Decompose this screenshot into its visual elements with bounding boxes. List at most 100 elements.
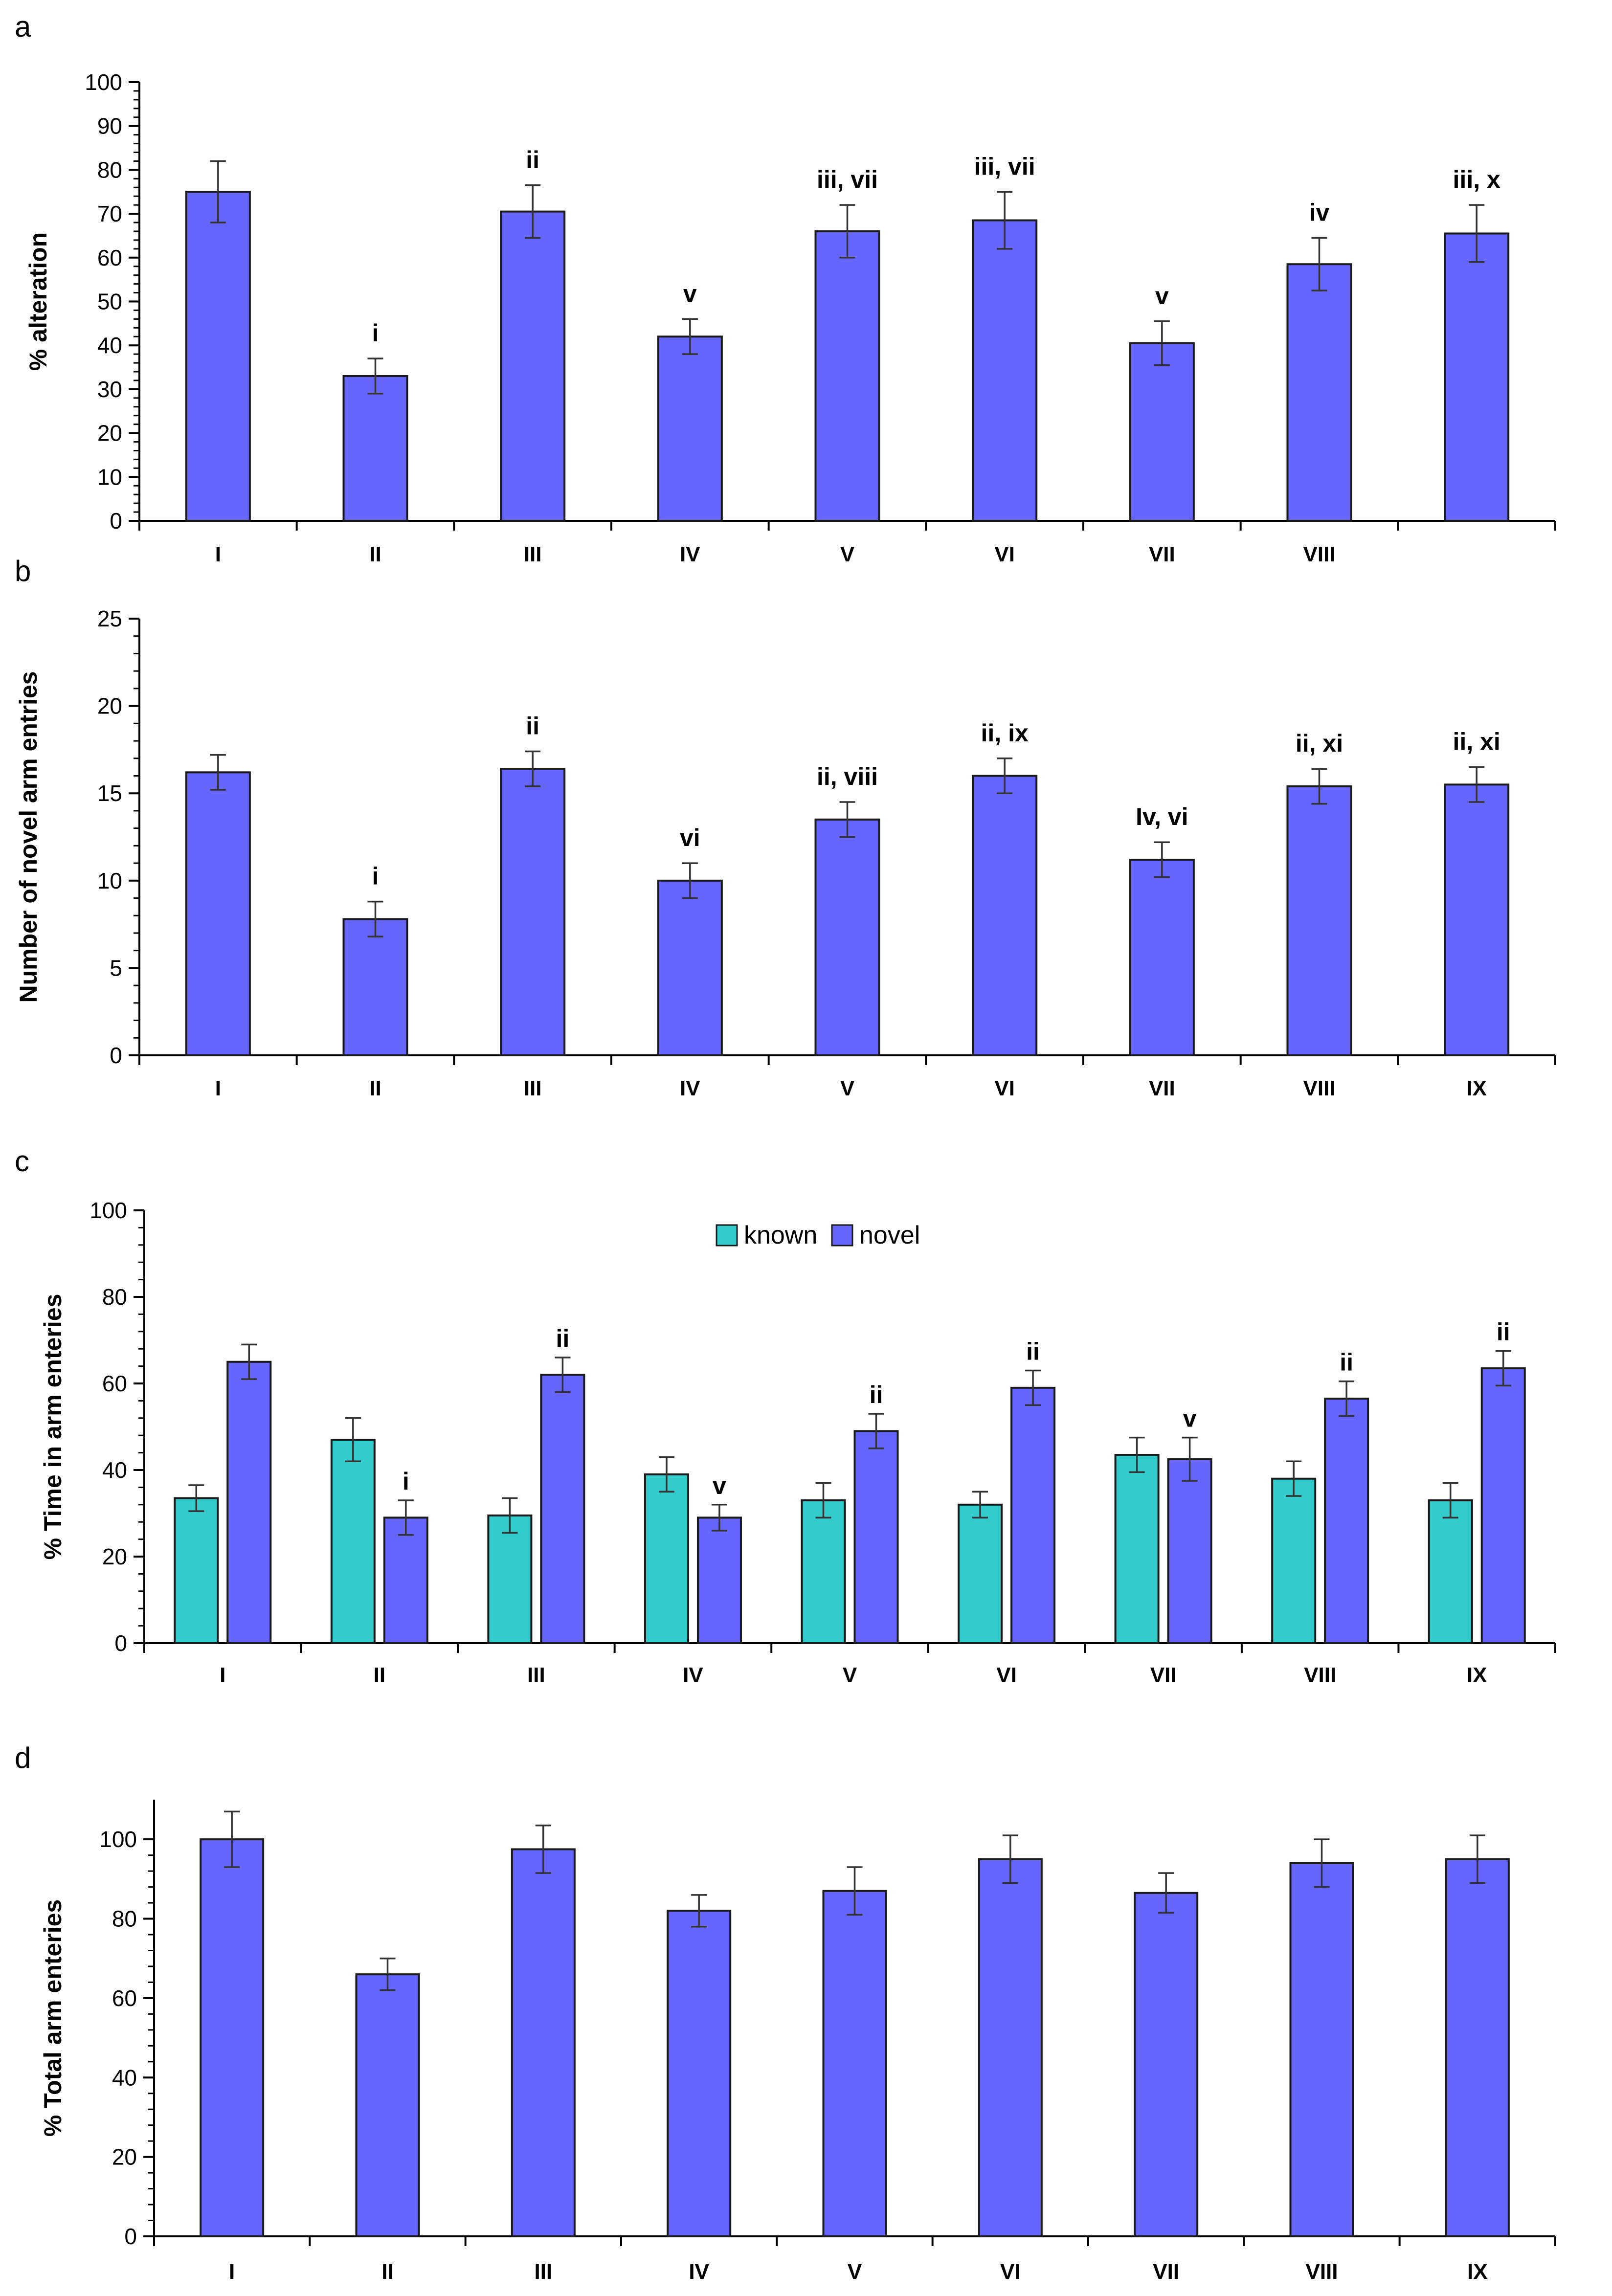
y-axis-title-a: % alteration [24,232,52,371]
category-label-d: IV [689,2260,709,2284]
bar-novel-d [355,1973,420,2237]
category-label-b: VIII [1303,1076,1335,1100]
bar-novel-b [500,768,566,1056]
y-tick-label-a: 20 [97,421,122,446]
significance-label-a: v [1155,282,1169,310]
y-tick-label-c: 40 [102,1457,127,1483]
legend-label-novel: novel [859,1221,920,1249]
y-tick-label-a: 80 [97,157,122,182]
category-label-d: VI [1000,2260,1021,2284]
bar-novel-a [185,191,251,522]
significance-label-a: i [372,319,379,347]
bar-known-c [1114,1454,1160,1644]
bar-known-c [644,1473,689,1645]
y-tick-label-d: 100 [99,1827,137,1852]
significance-label-c: ii [1340,1349,1353,1376]
category-label-d: VII [1153,2260,1179,2284]
y-tick-label-c: 80 [102,1284,127,1310]
category-label-a: VIII [1303,542,1335,566]
bar-novel-c [226,1360,272,1644]
y-tick-label-a: 10 [97,464,122,490]
bar-novel-b [657,879,723,1057]
bar-novel-b [814,818,880,1057]
category-label-b: VI [994,1076,1015,1100]
category-label-b: VII [1149,1076,1175,1100]
category-label-c: VII [1150,1663,1177,1687]
bar-known-c [1271,1477,1317,1644]
y-tick-label-b: 20 [97,693,122,719]
category-label-d: VIII [1305,2260,1338,2284]
category-label-b: III [524,1076,542,1100]
category-label-c: III [527,1663,545,1687]
bar-known-c [174,1497,219,1644]
significance-label-a: iii, x [1453,166,1500,193]
significance-label-b: ii [526,712,539,739]
bar-novel-d [511,1848,576,2237]
bar-novel-c [383,1516,428,1645]
y-tick-label-c: 60 [102,1371,127,1396]
significance-label-c: ii [1497,1318,1510,1346]
y-axis-title-b: Number of novel arm entries [15,671,42,1003]
panel-letter-a: a [15,10,31,43]
y-tick-label-b: 25 [97,606,122,631]
significance-label-b: Iv, vi [1136,803,1188,830]
significance-label-b: ii, xi [1453,728,1500,756]
bar-novel-d [200,1838,265,2238]
bar-novel-a [972,219,1038,522]
panel-letter-b: b [15,555,31,587]
significance-label-b: i [372,863,379,890]
category-label-c: V [843,1663,857,1687]
y-tick-label-a: 40 [97,333,122,358]
category-label-d: I [229,2260,235,2284]
significance-label-c: v [713,1472,726,1499]
bar-novel-c [1167,1458,1212,1644]
legend-label-known: known [744,1221,817,1249]
bar-novel-a [500,210,566,522]
significance-label-c: i [403,1468,409,1495]
bar-novel-a [342,375,408,522]
bar-novel-a [1129,342,1195,522]
y-tick-label-c: 0 [114,1630,127,1656]
category-label-c: I [220,1663,225,1687]
category-label-a: II [369,542,381,566]
bar-novel-a [657,335,723,522]
significance-label-a: iii, vii [974,153,1035,180]
bar-novel-c [1010,1386,1056,1645]
category-label-a: I [215,542,221,566]
bar-novel-d [1445,1858,1510,2237]
y-tick-label-b: 15 [97,780,122,806]
category-label-d: II [381,2260,393,2284]
bar-novel-c [1480,1367,1526,1644]
category-label-a: IV [680,542,700,566]
y-tick-label-a: 0 [110,508,122,534]
bar-novel-d [822,1890,887,2238]
bar-novel-c [1324,1397,1369,1645]
significance-label-c: ii [1026,1337,1040,1365]
y-tick-label-b: 5 [110,955,122,981]
bar-novel-d [1134,1892,1199,2238]
category-label-b: IV [680,1076,700,1100]
significance-label-a: iii, vii [817,166,878,193]
significance-label-c: ii [870,1381,883,1408]
category-label-b: II [369,1076,381,1100]
significance-label-b: ii, viii [817,763,878,790]
y-tick-label-a: 30 [97,377,122,402]
panel-letter-d: d [15,1741,31,1774]
bar-novel-c [696,1516,742,1645]
legend-swatch-novel [831,1224,853,1247]
y-tick-label-a: 70 [97,201,122,226]
bar-known-c [958,1503,1003,1645]
category-label-a: III [524,542,542,566]
y-tick-label-d: 20 [112,2144,137,2170]
legend-swatch-known [716,1224,738,1247]
bar-novel-a [1286,263,1352,522]
category-label-b: I [215,1076,221,1100]
bar-novel-d [978,1858,1043,2237]
bar-known-c [487,1514,533,1645]
category-label-a: VI [994,542,1015,566]
category-label-d: III [534,2260,552,2284]
panel-letter-c: c [15,1145,29,1178]
bar-novel-c [540,1374,585,1645]
bar-novel-b [972,775,1038,1056]
